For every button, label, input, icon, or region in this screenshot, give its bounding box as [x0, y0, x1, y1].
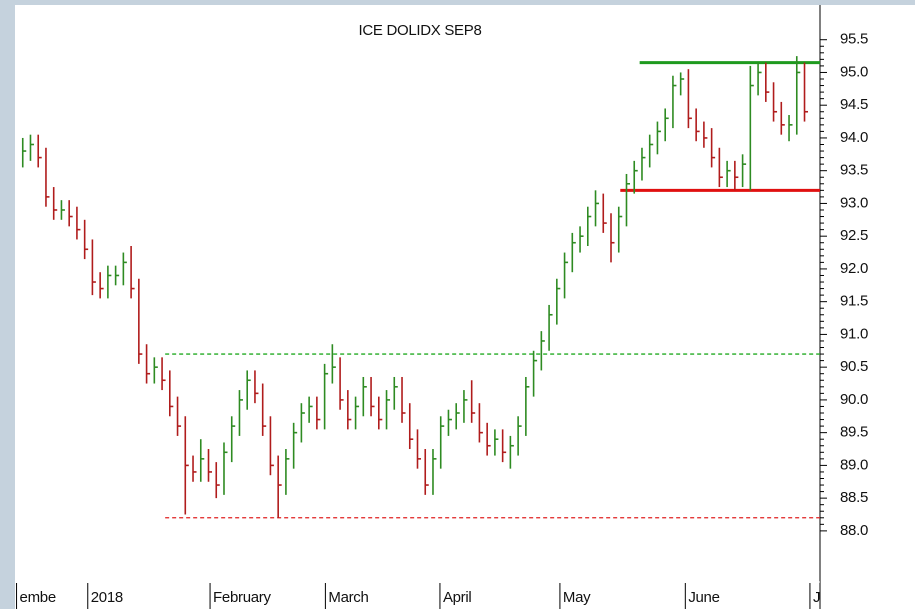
y-tick-label: 88.5	[840, 489, 868, 506]
y-tick-label: 92.0	[840, 260, 868, 277]
y-tick-label: 90.0	[840, 391, 868, 408]
y-tick-label: 92.5	[840, 227, 868, 244]
x-tick-label: April	[443, 589, 472, 606]
chart-title: ICE DOLIDX SEP8	[358, 22, 481, 39]
y-tick-label: 95.5	[840, 31, 868, 48]
y-tick-label: 90.5	[840, 358, 868, 375]
y-tick-label: 93.5	[840, 162, 868, 179]
x-tick-label: embe	[20, 589, 56, 606]
x-tick-label: June	[688, 589, 719, 606]
x-tick-label: February	[213, 589, 271, 606]
y-tick-label: 94.5	[840, 96, 868, 113]
x-tick-label: May	[563, 589, 591, 606]
plot-background	[15, 5, 915, 609]
y-tick-label: 95.0	[840, 63, 868, 80]
y-tick-label: 93.0	[840, 194, 868, 211]
y-tick-label: 89.5	[840, 424, 868, 441]
x-tick-label: 2018	[91, 589, 123, 606]
y-tick-label: 91.5	[840, 293, 868, 310]
x-tick-label: March	[328, 589, 368, 606]
y-tick-label: 91.0	[840, 325, 868, 342]
y-tick-label: 94.0	[840, 129, 868, 146]
x-tick-label: J	[813, 589, 820, 606]
y-tick-label: 89.0	[840, 456, 868, 473]
y-tick-label: 88.0	[840, 522, 868, 539]
